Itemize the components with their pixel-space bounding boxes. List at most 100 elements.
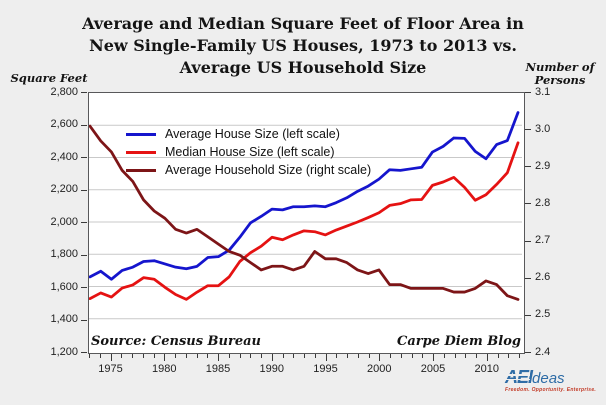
x-axis-tick-mark xyxy=(422,354,424,358)
x-axis-tick-mark xyxy=(519,354,520,358)
x-axis-tick-mark xyxy=(282,354,284,358)
right-axis-title-line1: Number of xyxy=(525,60,595,74)
legend-label: Median House Size (left scale) xyxy=(165,145,335,159)
right-axis-tick-mark xyxy=(525,352,531,353)
x-axis-tick-mark xyxy=(164,354,166,361)
series-line-median-house-size xyxy=(89,141,520,301)
x-axis-tick-mark xyxy=(497,354,499,358)
right-axis-tick-label: 3.0 xyxy=(535,122,551,135)
x-axis-tick-mark xyxy=(347,354,348,358)
left-axis-tick-label: 2,600 xyxy=(50,118,78,130)
x-axis-tick-mark xyxy=(261,354,262,358)
x-axis-tick-mark xyxy=(508,354,510,358)
chart-title-line3: Average US Household Size xyxy=(179,58,427,77)
x-axis-tick-mark xyxy=(99,354,101,358)
x-axis-tick-mark xyxy=(368,354,370,358)
x-axis-tick-label: 1990 xyxy=(259,363,284,375)
x-axis-tick-mark xyxy=(239,354,241,358)
left-axis-tick-label: 2,400 xyxy=(50,150,78,163)
left-axis-title: Square Feet xyxy=(10,71,88,85)
x-axis-tick-mark xyxy=(304,354,305,358)
x-axis-tick-label: 2005 xyxy=(420,363,446,375)
right-axis-tick-label: 2.8 xyxy=(535,196,551,209)
x-axis-tick-label: 1995 xyxy=(313,363,338,375)
legend-row-average-household-size: Average Household Size (right scale) xyxy=(126,161,371,179)
left-axis-tick-mark xyxy=(81,319,87,321)
right-axis-tick-mark xyxy=(525,240,531,242)
plot-area xyxy=(88,92,525,354)
chart-title-line2: New Single-Family US Houses, 1973 to 201… xyxy=(89,36,517,55)
aei-logo-tagline: Freedom. Opportunity. Enterprise. xyxy=(505,387,597,393)
x-axis-tick-mark xyxy=(89,354,90,358)
legend-label: Average Household Size (right scale) xyxy=(165,163,372,177)
legend-swatch-average-household-size xyxy=(126,168,156,172)
series-line-average-house-size xyxy=(89,111,520,281)
left-axis-tick-mark xyxy=(81,189,87,191)
right-axis-tick-label: 2.5 xyxy=(535,308,551,321)
x-axis-tick-label: 2010 xyxy=(474,363,499,375)
x-axis-tick-mark xyxy=(357,354,359,358)
x-axis-tick-mark xyxy=(218,354,219,361)
left-axis-tick-label: 2,200 xyxy=(50,183,78,195)
right-axis-title: Number of Persons xyxy=(518,61,602,87)
x-axis-tick-label: 1985 xyxy=(205,363,231,375)
x-axis-tick-mark xyxy=(185,354,187,358)
left-axis-tick-label: 1,400 xyxy=(50,313,78,325)
legend-row-median-house-size: Median House Size (left scale) xyxy=(126,143,371,161)
left-axis-tick-label: 1,600 xyxy=(50,280,78,293)
x-axis-tick-label: 2000 xyxy=(367,363,392,375)
right-axis-tick-label: 3.1 xyxy=(535,85,551,98)
left-axis-tick-mark xyxy=(81,254,87,256)
left-axis-tick-label: 2,000 xyxy=(50,215,78,228)
x-axis-tick-mark xyxy=(250,354,252,358)
x-axis-tick-mark xyxy=(379,354,381,361)
right-axis-tick-mark xyxy=(525,277,531,279)
x-axis-tick-mark xyxy=(433,354,434,361)
chart-title-line1: Average and Median Square Feet of Floor … xyxy=(82,14,524,33)
right-axis-tick-mark xyxy=(525,92,531,93)
aei-ideas-logo: AEI deas Freedom. Opportunity. Enterprise… xyxy=(505,368,600,393)
x-axis-tick-label: 1975 xyxy=(98,363,123,375)
x-axis-tick-mark xyxy=(443,354,445,358)
x-axis-tick-mark xyxy=(228,354,230,358)
x-axis-tick-mark xyxy=(121,354,123,358)
x-axis-tick-mark xyxy=(476,354,477,358)
x-axis-tick-mark xyxy=(486,354,488,361)
source-note: Source: Census Bureau xyxy=(91,334,261,349)
x-axis-tick-mark xyxy=(465,354,467,358)
right-axis-tick-mark xyxy=(525,166,531,168)
right-axis-tick-mark xyxy=(525,129,531,131)
legend-row-average-house-size: Average House Size (left scale) xyxy=(126,125,371,143)
x-axis-tick-mark xyxy=(411,354,413,358)
aei-logo-mark: AEI xyxy=(505,367,533,387)
x-axis-tick-mark xyxy=(325,354,327,361)
chart-lines xyxy=(89,111,522,320)
left-axis-tick-label: 1,200 xyxy=(50,345,78,358)
x-axis-tick-mark xyxy=(400,354,402,358)
x-axis-tick-mark xyxy=(175,354,176,358)
chart-title: Average and Median Square Feet of Floor … xyxy=(0,13,606,79)
x-axis-tick-mark xyxy=(153,354,155,358)
left-axis-tick-mark xyxy=(81,157,87,158)
x-axis-tick-mark xyxy=(454,354,456,358)
x-axis-tick-label: 1980 xyxy=(152,363,177,375)
legend-label: Average House Size (left scale) xyxy=(165,127,340,141)
right-axis-title-line2: Persons xyxy=(534,73,586,87)
right-axis-tick-label: 2.9 xyxy=(535,159,551,172)
right-axis-tick-mark xyxy=(525,314,531,316)
right-axis-tick-label: 2.6 xyxy=(535,271,551,284)
left-axis-tick-label: 2,800 xyxy=(50,85,78,98)
x-axis-tick-mark xyxy=(196,354,198,358)
legend-swatch-average-house-size xyxy=(126,132,156,136)
x-axis-tick-mark xyxy=(132,354,133,358)
legend-swatch-median-house-size xyxy=(126,150,156,154)
x-axis-tick-mark xyxy=(207,354,209,358)
right-axis-tick-mark xyxy=(525,203,531,205)
left-axis-tick-mark xyxy=(81,352,87,353)
left-axis-tick-label: 1,800 xyxy=(50,248,78,260)
left-axis-tick-mark xyxy=(81,92,87,93)
x-axis-tick-mark xyxy=(110,354,112,361)
right-axis-tick-label: 2.4 xyxy=(535,345,551,358)
left-axis-tick-mark xyxy=(81,222,87,223)
aei-logo-suffix: deas xyxy=(532,370,565,387)
